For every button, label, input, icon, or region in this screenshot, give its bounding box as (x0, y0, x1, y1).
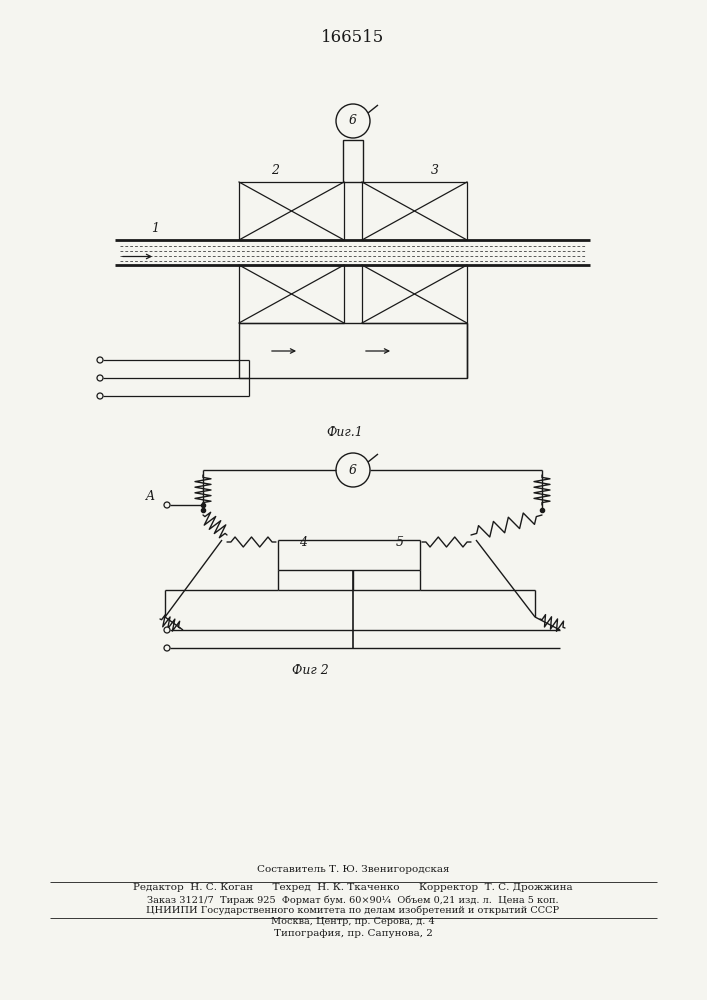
Text: Фиг 2: Фиг 2 (291, 664, 328, 676)
Text: 3: 3 (431, 163, 439, 176)
Bar (239, 182, 344, 240)
Text: Фиг.1: Фиг.1 (327, 426, 363, 438)
Text: Заказ 3121/7  Тираж 925  Формат бум. 60×90¹⁄₄  Объем 0,21 изд. л.  Цена 5 коп.: Заказ 3121/7 Тираж 925 Формат бум. 60×90… (147, 895, 559, 905)
Bar (362, 182, 467, 240)
Circle shape (97, 393, 103, 399)
Text: 166515: 166515 (322, 29, 385, 46)
Circle shape (164, 502, 170, 508)
Bar (362, 265, 467, 323)
Text: 6: 6 (349, 464, 357, 477)
Text: 5: 5 (396, 536, 404, 550)
Text: Составитель Т. Ю. Звенигородская: Составитель Т. Ю. Звенигородская (257, 865, 449, 874)
Text: Типография, пр. Сапунова, 2: Типография, пр. Сапунова, 2 (274, 930, 433, 938)
Circle shape (97, 375, 103, 381)
Text: 2: 2 (271, 163, 279, 176)
Text: 6: 6 (349, 114, 357, 127)
Text: 1: 1 (151, 222, 159, 234)
Circle shape (97, 357, 103, 363)
Bar (239, 265, 344, 323)
Text: Редактор  Н. С. Коган      Техред  Н. К. Ткаченко      Корректор  Т. С. Дрожжина: Редактор Н. С. Коган Техред Н. К. Ткачен… (133, 884, 573, 892)
Text: Москва, Центр, пр. Серова, д. 4: Москва, Центр, пр. Серова, д. 4 (271, 918, 435, 926)
Text: ЦНИИПИ Государственного комитета по делам изобретений и открытий СССР: ЦНИИПИ Государственного комитета по дела… (146, 905, 559, 915)
Bar (239, 323, 467, 378)
Circle shape (164, 627, 170, 633)
Text: A: A (146, 490, 155, 504)
Bar (343, 140, 363, 182)
Circle shape (164, 645, 170, 651)
Text: 4: 4 (299, 536, 307, 550)
